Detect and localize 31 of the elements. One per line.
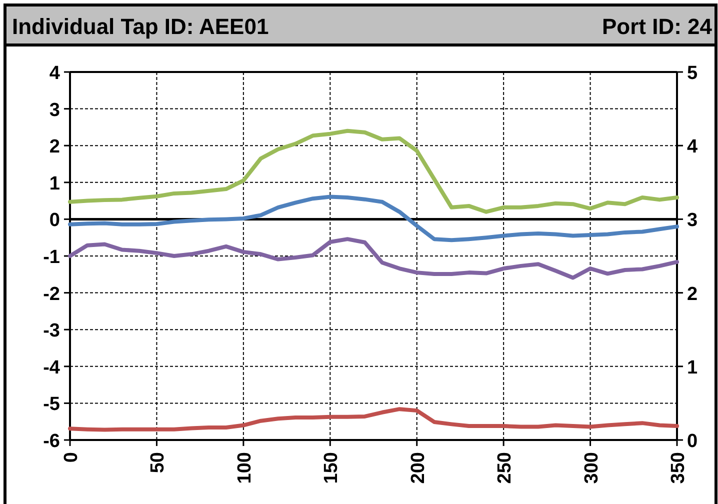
x-tick-label: 350 — [668, 452, 689, 484]
y-tick-label: 2 — [49, 136, 60, 158]
y2-tick-label: 3 — [687, 210, 698, 232]
x-tick-label: 50 — [148, 452, 169, 474]
x-tick-label: 150 — [321, 452, 342, 484]
line-series — [68, 194, 679, 242]
y-tick-label: 1 — [49, 173, 60, 194]
y-tick-label: -3 — [43, 320, 60, 342]
y2-tick-label: 4 — [687, 136, 698, 158]
y2-tick-label: 5 — [687, 63, 698, 84]
y-tick-label: -2 — [43, 284, 60, 305]
line-series — [68, 237, 679, 280]
x-tick-label: 250 — [494, 452, 516, 484]
y-tick-label: -4 — [43, 357, 60, 378]
y2-tick-label: 0 — [687, 431, 698, 452]
y-tick-label: -6 — [43, 431, 60, 452]
x-tick-label: 300 — [581, 452, 602, 484]
y-tick-label: -5 — [43, 394, 60, 416]
y2-tick-label: 2 — [687, 284, 698, 305]
y-tick-label: -1 — [43, 247, 60, 268]
chart-subtitle: Port ID: 24 — [602, 14, 713, 39]
y-tick-label: 4 — [49, 63, 60, 84]
x-tick-label: 200 — [408, 452, 429, 484]
y-tick-label: 3 — [49, 100, 60, 121]
y-tick-label: 0 — [49, 210, 60, 232]
line-series — [68, 128, 679, 214]
x-tick-label: 100 — [234, 452, 256, 484]
chart-title: Individual Tap ID: AEE01 — [12, 14, 269, 39]
y2-tick-label: 1 — [687, 357, 698, 378]
line-series — [68, 407, 679, 432]
x-tick-label: 0 — [61, 452, 82, 463]
